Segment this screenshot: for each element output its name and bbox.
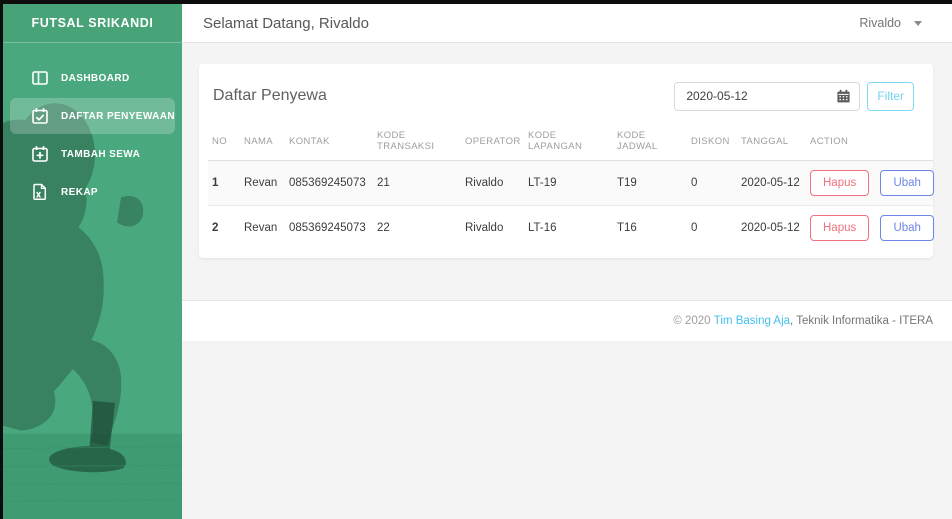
col-kode-jadwal: KODE JADWAL <box>613 126 687 161</box>
card-header: Daftar Penyewa <box>199 74 933 114</box>
chevron-down-icon <box>914 20 922 26</box>
cell-no: 2 <box>212 222 219 235</box>
page-title: Daftar Penyewa <box>213 87 327 104</box>
cell-kode-transaksi: 22 <box>377 222 390 235</box>
cell-kontak: 085369245073 <box>289 222 366 235</box>
col-operator: OPERATOR <box>461 126 524 161</box>
main-area: Selamat Datang, Rivaldo Rivaldo Daftar P… <box>182 4 952 519</box>
calendar-plus-icon <box>32 146 48 162</box>
cell-kode-jadwal: T16 <box>617 222 637 235</box>
sidebar-item-label: DAFTAR PENYEWAAN <box>61 110 175 122</box>
content-area: Daftar Penyewa <box>182 43 952 300</box>
cell-operator: Rivaldo <box>465 222 504 235</box>
table-row: 2 Revan 085369245073 22 Rivaldo LT-16 T1… <box>208 206 934 251</box>
col-action: ACTION <box>806 126 933 161</box>
user-menu[interactable]: Rivaldo <box>859 16 922 30</box>
cell-actions: Hapus Ubah <box>806 161 934 206</box>
cell-nama: Revan <box>244 222 278 235</box>
sidebar-item-label: TAMBAH SEWA <box>61 148 141 160</box>
brand[interactable]: FUTSAL SRIKANDI <box>3 4 182 43</box>
cell-tanggal: 2020-05-12 <box>741 222 800 235</box>
brand-label: FUTSAL SRIKANDI <box>31 16 154 30</box>
footer-link[interactable]: Tim Basing Aja <box>713 315 791 327</box>
cell-diskon: 0 <box>691 222 698 235</box>
cell-actions: Hapus Ubah <box>806 206 934 251</box>
file-excel-icon <box>33 183 47 201</box>
cell-no: 1 <box>212 177 219 189</box>
col-diskon: DISKON <box>687 126 737 161</box>
sidebar-item-dashboard[interactable]: DASHBOARD <box>10 60 175 96</box>
copyright-text: © 2020 <box>673 315 711 327</box>
sidebar-item-tambah-sewa[interactable]: TAMBAH SEWA <box>10 136 175 172</box>
date-filter-input[interactable] <box>674 81 861 111</box>
sidebar-item-daftar-penyewaan[interactable]: DAFTAR PENYEWAAN <box>10 98 175 134</box>
col-kontak: KONTAK <box>285 126 373 161</box>
cell-kode-transaksi: 21 <box>377 177 390 189</box>
sidebar-nav: DASHBOARD DAFTAR PENYEWAAN <box>3 43 182 210</box>
sidebar-item-label: REKAP <box>61 186 99 198</box>
edit-button[interactable]: Ubah <box>880 170 934 196</box>
cell-tanggal: 2020-05-12 <box>741 177 800 189</box>
sidebar: FUTSAL SRIKANDI DASHBOARD DAFTAR PENYEWA… <box>3 4 182 519</box>
top-bar: Selamat Datang, Rivaldo Rivaldo <box>182 4 952 43</box>
penyewa-card: Daftar Penyewa <box>199 64 934 258</box>
dashboard-icon <box>32 71 48 85</box>
penyewa-table: NO NAMA KONTAK KODE TRANSAKSI OPERATOR K… <box>208 126 934 251</box>
table-header-row: NO NAMA KONTAK KODE TRANSAKSI OPERATOR K… <box>208 126 933 161</box>
delete-button[interactable]: Hapus <box>810 215 870 242</box>
col-nama: NAMA <box>240 126 285 161</box>
sidebar-item-rekap[interactable]: REKAP <box>10 174 175 210</box>
table-row: 1 Revan 085369245073 21 Rivaldo LT-19 T1… <box>208 160 934 206</box>
cell-kode-lapangan: LT-16 <box>528 222 557 235</box>
delete-button[interactable]: Hapus <box>810 170 870 196</box>
window-top-edge <box>0 0 952 4</box>
page-background <box>182 341 952 519</box>
filter-group: Filter <box>674 81 914 111</box>
filter-button[interactable]: Filter <box>867 81 914 111</box>
calendar-check-icon <box>32 108 48 124</box>
cell-nama: Revan <box>244 177 278 189</box>
footer: © 2020 Tim Basing Aja, Teknik Informatik… <box>182 300 952 341</box>
date-field-wrap <box>674 81 861 111</box>
sidebar-item-label: DASHBOARD <box>61 72 130 84</box>
col-kode-lapangan: KODE LAPANGAN <box>524 126 613 161</box>
footer-suffix: , Teknik Informatika - ITERA <box>790 315 933 327</box>
window-left-edge <box>0 0 3 519</box>
cell-operator: Rivaldo <box>465 177 504 189</box>
calendar-icon[interactable] <box>836 89 851 104</box>
col-no: NO <box>208 126 240 161</box>
col-tanggal: TANGGAL <box>737 126 806 161</box>
sidebar-background-photo <box>3 4 182 519</box>
edit-button[interactable]: Ubah <box>880 215 934 242</box>
cell-kode-lapangan: LT-19 <box>528 177 557 189</box>
cell-diskon: 0 <box>691 177 698 189</box>
cell-kontak: 085369245073 <box>289 177 366 189</box>
col-kode-transaksi: KODE TRANSAKSI <box>373 126 461 161</box>
welcome-message: Selamat Datang, Rivaldo <box>203 14 369 32</box>
user-name: Rivaldo <box>859 16 901 30</box>
cell-kode-jadwal: T19 <box>617 177 637 189</box>
